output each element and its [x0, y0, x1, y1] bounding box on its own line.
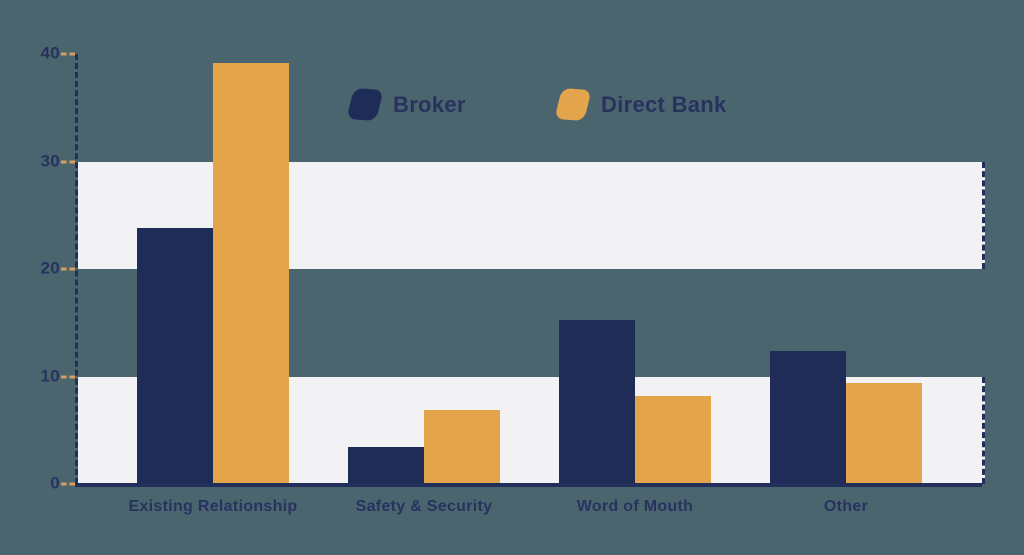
bar-broker-existing-relationship: [137, 228, 213, 484]
x-axis-line: [75, 483, 982, 487]
y-tick-label-30: 30: [40, 151, 60, 171]
y-tick-mark-10: [61, 375, 75, 378]
bar-broker-safety-security: [348, 447, 424, 484]
bar-broker-word-of-mouth: [559, 319, 635, 484]
y-tick-label-20: 20: [40, 258, 60, 278]
category-label-existing-relationship: Existing Relationship: [128, 498, 298, 515]
y-tick-label-40: 40: [40, 43, 60, 63]
y-tick-mark-40: [61, 52, 75, 56]
bar-direct-bank-safety-security: [424, 409, 500, 484]
y-tick-mark-0: [61, 482, 75, 486]
category-label-safety-security: Safety & Security: [355, 498, 493, 515]
bar-direct-bank-other: [846, 382, 922, 484]
y-tick-mark-20: [61, 267, 75, 271]
direct-bank-swatch-icon: [554, 87, 592, 122]
category-label-other: Other: [823, 498, 869, 515]
y-tick-label-10: 10: [40, 366, 60, 386]
bar-direct-bank-word-of-mouth: [635, 395, 711, 484]
legend-label-direct-bank: Direct Bank: [601, 91, 727, 117]
legend-item-broker: Broker: [346, 87, 466, 122]
broker-swatch-icon: [346, 87, 384, 122]
y-tick-label-0: 0: [50, 473, 60, 493]
y-axis-line: [75, 54, 78, 484]
bar-direct-bank-existing-relationship: [213, 62, 289, 484]
legend-label-broker: Broker: [393, 91, 466, 117]
y-tick-mark-30: [61, 160, 75, 163]
category-label-word-of-mouth: Word of Mouth: [576, 498, 694, 515]
bar-broker-other: [770, 350, 846, 484]
legend-item-direct-bank: Direct Bank: [554, 87, 727, 122]
